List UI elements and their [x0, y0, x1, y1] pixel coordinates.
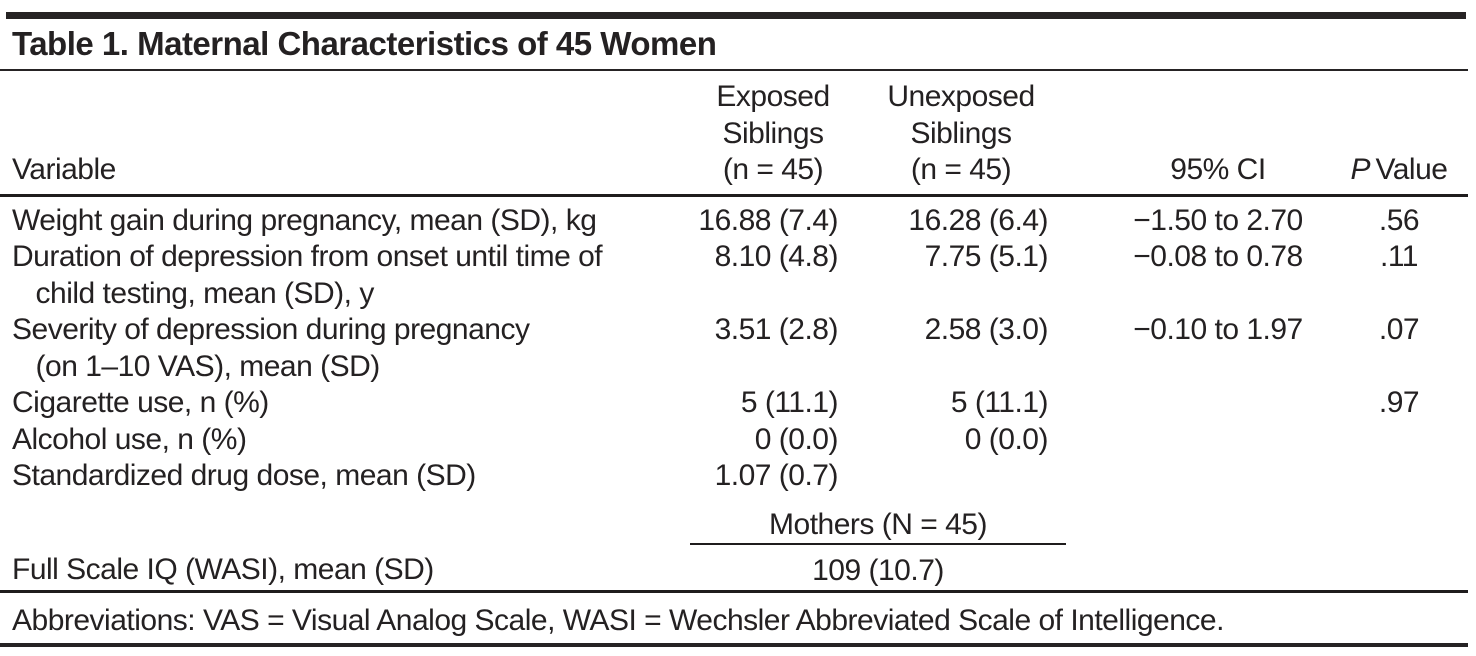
unexposed-value: 2.58 (3.0) [924, 313, 1049, 346]
col-header-variable: Variable [0, 71, 690, 197]
exposed-value: 16.88 (7.4) [698, 203, 838, 237]
header-row: Variable Exposed Siblings (n = 45) Unexp… [0, 71, 1468, 197]
variable-cell: Severity of depression during pregnancy … [12, 313, 530, 383]
mothers-subheader: Mothers (N = 45) [690, 494, 1066, 545]
title-rule [0, 69, 1468, 71]
p-value: .11 [1380, 240, 1418, 273]
p-value [1330, 422, 1468, 459]
ci-value [1066, 385, 1330, 422]
table-row: Alcohol use, n (%) 0 (0.0) 0 (0.0) [0, 422, 1468, 459]
maternal-characteristics-table: Variable Exposed Siblings (n = 45) Unexp… [0, 71, 1468, 647]
table-row: Cigarette use, n (%) 5 (11.1) 5 (11.1) .… [0, 385, 1468, 422]
ci-value [1066, 458, 1330, 495]
unexposed-value: 0 (0.0) [964, 422, 1049, 456]
exposed-value: 3.51 (2.8) [714, 313, 839, 346]
col-header-95-ci: 95% CI [1066, 71, 1330, 197]
variable-cell: Weight gain during pregnancy, mean (SD),… [12, 203, 597, 237]
col-header-unexposed-siblings: Unexposed Siblings (n = 45) [856, 71, 1066, 197]
p-value: .97 [1378, 386, 1420, 419]
empty-cell [0, 495, 690, 545]
empty-cell [1330, 544, 1468, 593]
abbreviations-note: Abbreviations: VAS = Visual Analog Scale… [0, 591, 1468, 647]
p-value: .07 [1378, 313, 1420, 346]
footnote-row: Abbreviations: VAS = Visual Analog Scale… [0, 591, 1468, 647]
variable-cell: Standardized drug dose, mean (SD) [12, 459, 476, 492]
iq-value: 109 (10.7) [690, 544, 1066, 593]
ci-value: −1.50 to 2.70 [1133, 203, 1303, 237]
variable-cell: Duration of depression from onset until … [12, 240, 603, 310]
unexposed-value [856, 458, 1066, 495]
variable-cell: Full Scale IQ (WASI), mean (SD) [0, 544, 690, 593]
empty-cell [1066, 495, 1330, 545]
ci-value: −0.08 to 0.78 [1133, 240, 1303, 273]
exposed-value: 5 (11.1) [740, 386, 839, 419]
variable-cell: Alcohol use, n (%) [12, 422, 247, 456]
ci-value: −0.10 to 1.97 [1133, 313, 1303, 346]
mothers-subheader-row: Mothers (N = 45) [0, 494, 1468, 545]
full-scale-iq-row: Full Scale IQ (WASI), mean (SD) 109 (10.… [0, 544, 1468, 593]
ci-value [1066, 422, 1330, 459]
p-value: .56 [1378, 203, 1420, 237]
col-header-exposed-siblings: Exposed Siblings (n = 45) [690, 71, 856, 197]
empty-cell [1330, 495, 1468, 545]
table-title: Table 1. Maternal Characteristics of 45 … [12, 25, 717, 62]
p-value-italic-p: P [1350, 153, 1371, 186]
table-row: Severity of depression during pregnancy … [0, 312, 1468, 385]
unexposed-value: 5 (11.1) [950, 386, 1049, 419]
unexposed-value: 7.75 (5.1) [924, 240, 1049, 273]
unexposed-value: 16.28 (6.4) [908, 203, 1048, 237]
empty-cell [1066, 544, 1330, 593]
table-row: Duration of depression from onset until … [0, 239, 1468, 312]
variable-cell: Cigarette use, n (%) [12, 386, 269, 419]
table-row: Standardized drug dose, mean (SD) 1.07 (… [0, 458, 1468, 495]
table-row: Weight gain during pregnancy, mean (SD),… [0, 195, 1468, 239]
top-rule [6, 12, 1466, 19]
p-value [1330, 458, 1468, 495]
exposed-value: 8.10 (4.8) [714, 240, 839, 273]
exposed-value: 0 (0.0) [754, 422, 839, 456]
p-value-label-rest: Value [1375, 153, 1448, 186]
exposed-value: 1.07 (0.7) [714, 459, 839, 492]
col-header-p-value: P Value [1330, 71, 1468, 197]
